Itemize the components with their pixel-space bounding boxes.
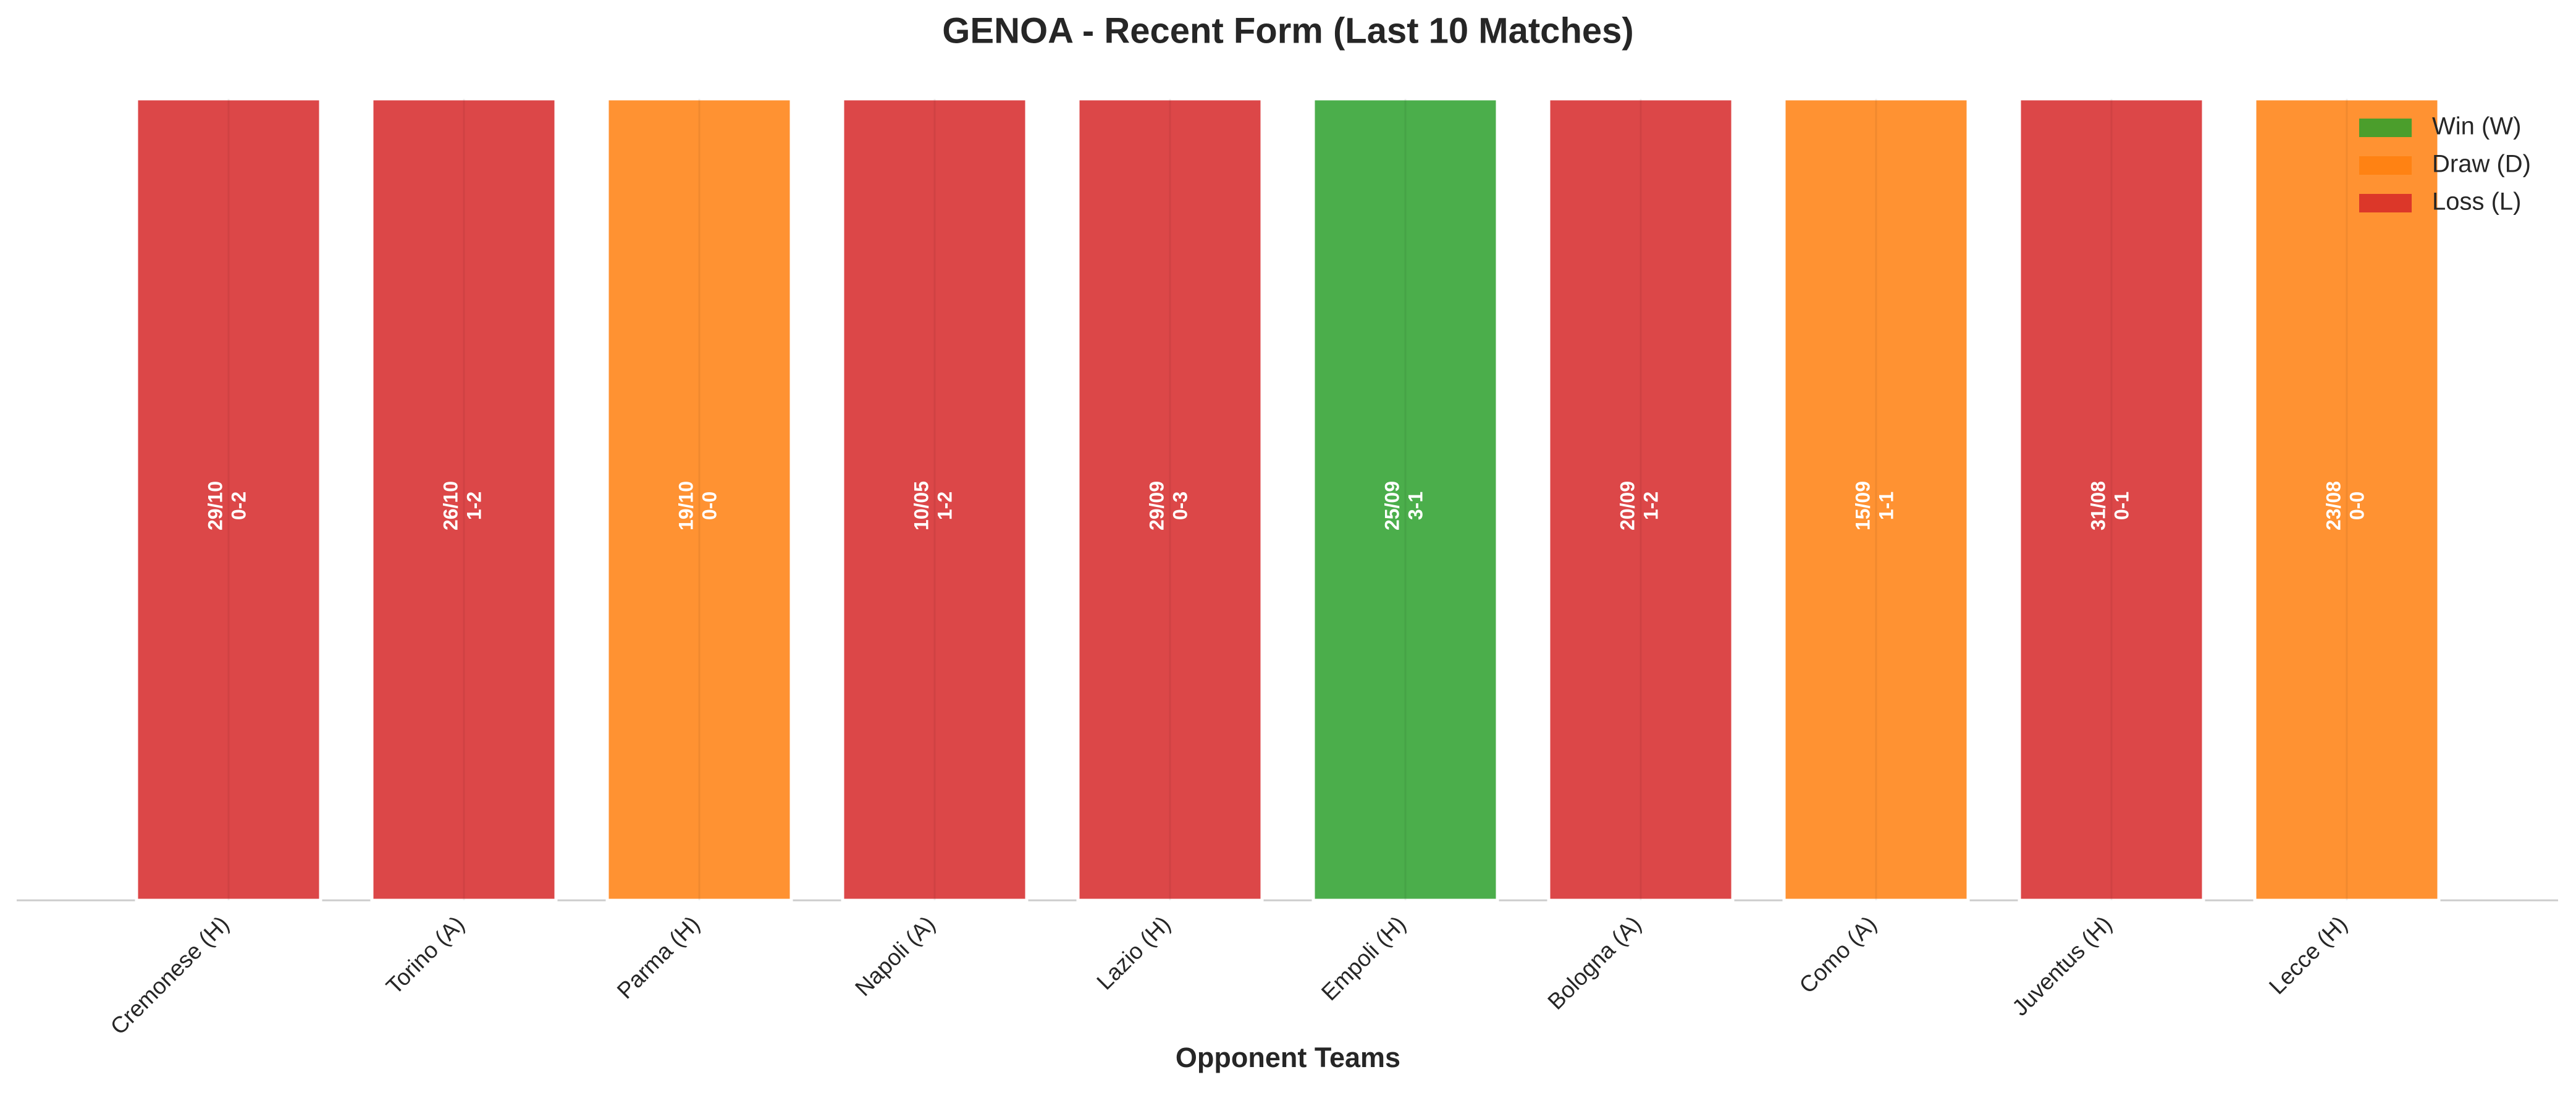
bar-date-label: 10/05 bbox=[910, 481, 932, 530]
legend-label: Loss (L) bbox=[2432, 188, 2522, 216]
bar bbox=[1076, 97, 1264, 902]
bar-score-label: 1-2 bbox=[933, 492, 956, 520]
chart-title: GENOA - Recent Form (Last 10 Matches) bbox=[942, 10, 1633, 51]
bar-score-label: 0-3 bbox=[1169, 492, 1191, 520]
bar-date-label: 19/10 bbox=[675, 481, 697, 530]
legend-swatch bbox=[2359, 119, 2412, 137]
bar-date-label: 29/09 bbox=[1145, 481, 1168, 530]
bar-score-label: 3-1 bbox=[1404, 492, 1426, 520]
x-tick-label: Cremonese (H) bbox=[106, 911, 234, 1040]
x-tick-label: Lazio (H) bbox=[1092, 911, 1175, 995]
legend-swatch bbox=[2359, 156, 2412, 175]
bar-date-label: 20/09 bbox=[1616, 481, 1638, 530]
bar-date-label: 29/10 bbox=[204, 481, 226, 530]
bar bbox=[1547, 97, 1735, 902]
x-tick-label: Torino (A) bbox=[381, 911, 469, 999]
bar-score-label: 0-1 bbox=[2110, 492, 2132, 520]
bar-date-label: 31/08 bbox=[2087, 481, 2109, 530]
bar-date-label: 26/10 bbox=[439, 481, 461, 530]
x-tick-label: Lecce (H) bbox=[2264, 911, 2352, 999]
legend-swatch bbox=[2359, 194, 2412, 212]
bar bbox=[2018, 97, 2205, 902]
legend-label: Win (W) bbox=[2432, 113, 2521, 140]
bar-date-label: 25/09 bbox=[1381, 481, 1403, 530]
bar bbox=[1782, 97, 1970, 902]
bar-score-label: 1-2 bbox=[1639, 492, 1662, 520]
bar-date-label: 23/08 bbox=[2322, 481, 2344, 530]
bar bbox=[370, 97, 558, 902]
bar-score-label: 1-1 bbox=[1875, 492, 1897, 520]
x-tick-label: Bologna (A) bbox=[1543, 911, 1646, 1015]
bar-score-label: 1-2 bbox=[463, 492, 485, 520]
bar-score-label: 0-0 bbox=[2346, 492, 2368, 520]
bar bbox=[135, 97, 322, 902]
legend-label: Draw (D) bbox=[2432, 151, 2531, 178]
x-tick-label: Napoli (A) bbox=[850, 911, 940, 1001]
x-tick-label: Parma (H) bbox=[612, 911, 705, 1004]
bar bbox=[2253, 97, 2441, 902]
x-tick-label: Juventus (H) bbox=[2007, 911, 2116, 1021]
bar-score-label: 0-2 bbox=[227, 492, 250, 520]
x-axis-label: Opponent Teams bbox=[1176, 1042, 1400, 1073]
bar-date-label: 15/09 bbox=[1851, 481, 1874, 530]
bar bbox=[605, 97, 793, 902]
bar bbox=[841, 97, 1029, 902]
x-tick-label: Empoli (H) bbox=[1316, 911, 1411, 1006]
bar-score-label: 0-0 bbox=[698, 492, 720, 520]
x-tick-label: Como (A) bbox=[1795, 911, 1882, 999]
bar bbox=[1311, 97, 1499, 902]
